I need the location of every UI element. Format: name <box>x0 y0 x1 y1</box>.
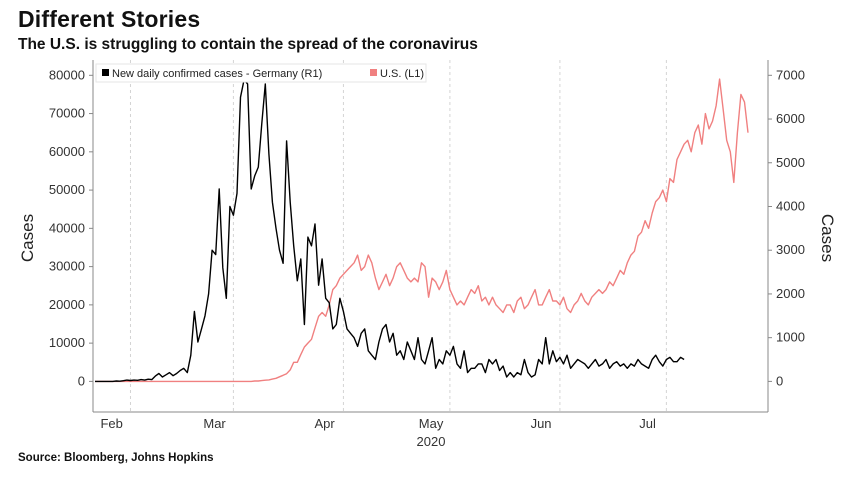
germany-series-line <box>95 78 685 383</box>
legend-us-label: U.S. (L1) <box>380 68 424 80</box>
axes: 0100002000030000400005000060000700008000… <box>49 60 805 431</box>
source-note: Source: Bloomberg, Johns Hopkins <box>18 452 214 464</box>
y-right-tick-label: 5000 <box>776 155 805 170</box>
us-series-line <box>95 78 749 383</box>
y-right-tick-label: 2000 <box>776 286 805 301</box>
y-left-tick-label: 50000 <box>49 182 85 197</box>
y-left-tick-label: 0 <box>78 373 85 388</box>
x-tick-label-jun: Jun <box>531 416 552 431</box>
gridlines <box>129 60 667 412</box>
legend-germany-label: New daily confirmed cases - Germany (R1) <box>112 68 322 80</box>
y-right-tick-label: 4000 <box>776 198 805 213</box>
y-right-tick-label: 7000 <box>776 67 805 82</box>
y-right-tick-label: 0 <box>776 373 783 388</box>
y-right-tick-label: 1000 <box>776 330 805 345</box>
chart-title: Different Stories <box>18 6 201 32</box>
x-axis-year-label: 2020 <box>417 434 446 449</box>
x-tick-label-may: May <box>419 416 444 431</box>
y-left-tick-label: 10000 <box>49 335 85 350</box>
chart-subtitle: The U.S. is struggling to contain the sp… <box>18 36 478 53</box>
legend-us-swatch <box>370 69 377 76</box>
x-tick-label-apr: Apr <box>314 416 335 431</box>
y-left-tick-label: 80000 <box>49 67 85 82</box>
x-tick-label-feb: Feb <box>100 416 122 431</box>
legend-background <box>95 63 427 83</box>
x-tick-label-mar: Mar <box>203 416 226 431</box>
y-left-tick-label: 70000 <box>49 106 85 121</box>
legend: New daily confirmed cases - Germany (R1)… <box>95 63 427 83</box>
x-tick-label-jul: Jul <box>639 416 656 431</box>
y-axis-left-title: Cases <box>18 214 37 262</box>
y-axis-right-title: Cases <box>818 214 837 262</box>
y-left-tick-label: 60000 <box>49 144 85 159</box>
y-left-tick-label: 30000 <box>49 259 85 274</box>
legend-germany-swatch <box>102 69 109 76</box>
y-left-tick-label: 20000 <box>49 297 85 312</box>
y-right-tick-label: 3000 <box>776 242 805 257</box>
series-lines <box>95 78 749 383</box>
y-left-tick-label: 40000 <box>49 220 85 235</box>
y-right-tick-label: 6000 <box>776 111 805 126</box>
